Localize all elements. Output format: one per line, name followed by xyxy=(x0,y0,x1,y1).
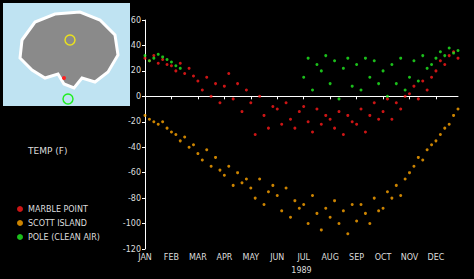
svg-text:-100: -100 xyxy=(123,219,141,228)
svg-text:40: 40 xyxy=(131,41,141,50)
svg-text:JUL: JUL xyxy=(296,253,310,262)
svg-text:-120: -120 xyxy=(122,244,141,254)
svg-text:MAY: MAY xyxy=(242,253,259,262)
svg-text:SEP: SEP xyxy=(349,253,364,262)
svg-text:MARBLE POINT: MARBLE POINT xyxy=(28,205,88,214)
svg-text:-60: -60 xyxy=(128,168,141,177)
svg-text:FEB: FEB xyxy=(164,253,179,262)
svg-text:MAR: MAR xyxy=(189,253,207,262)
svg-text:-20: -20 xyxy=(128,117,141,126)
svg-text:AUG: AUG xyxy=(321,253,339,262)
svg-text:1989: 1989 xyxy=(291,266,311,275)
svg-text:OCT: OCT xyxy=(375,253,392,262)
svg-text:60: 60 xyxy=(131,16,141,25)
svg-text:JUN: JUN xyxy=(269,253,284,262)
svg-text:20: 20 xyxy=(131,66,141,75)
svg-text:NOV: NOV xyxy=(401,253,419,262)
svg-text:JAN: JAN xyxy=(137,253,152,262)
svg-text:0: 0 xyxy=(136,92,141,101)
svg-text:SCOTT ISLAND: SCOTT ISLAND xyxy=(28,219,87,228)
svg-text:-40: -40 xyxy=(128,143,141,152)
svg-text:APR: APR xyxy=(216,253,232,262)
svg-text:POLE (CLEAN AIR): POLE (CLEAN AIR) xyxy=(28,233,100,242)
svg-text:DEC: DEC xyxy=(428,253,445,262)
svg-text:TEMP (F): TEMP (F) xyxy=(27,146,67,156)
svg-text:-80: -80 xyxy=(128,194,141,203)
